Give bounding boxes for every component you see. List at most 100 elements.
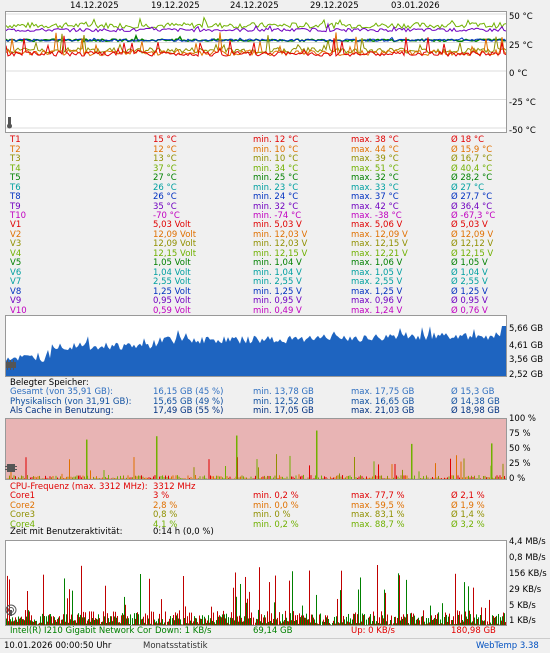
cpu-bar xyxy=(76,475,78,479)
net-up-bar xyxy=(233,587,234,625)
net-down-bar xyxy=(400,620,401,625)
temp-row-max: max. 44 °C xyxy=(351,144,399,155)
cpu-bar xyxy=(280,476,282,479)
date-label: 03.01.2026 xyxy=(391,1,440,11)
net-up-bar xyxy=(451,620,452,625)
temp-row-avg: Ø 28,2 °C xyxy=(451,173,493,183)
net-up-bar xyxy=(429,622,430,625)
cpu-bar xyxy=(387,475,388,479)
cpu-bar xyxy=(102,477,103,479)
temp-row-avg: Ø 36,4 °C xyxy=(451,201,493,212)
net-down-bar xyxy=(284,619,285,625)
net-down-bar xyxy=(496,615,497,625)
net-up-bar xyxy=(315,622,316,625)
cpu-bar xyxy=(244,477,246,479)
cpu-bar xyxy=(262,476,264,479)
net-down-bar xyxy=(222,614,223,625)
net-up-bar xyxy=(259,567,260,625)
net-up-bar xyxy=(305,617,306,625)
net-down-bar xyxy=(106,622,107,625)
net-up-bar xyxy=(269,582,270,625)
cpu-bar xyxy=(430,477,432,479)
net-down-bar xyxy=(98,614,99,625)
net-up-bar xyxy=(151,611,152,625)
cpu-bar xyxy=(505,477,506,479)
temp-row-val: 27 °C xyxy=(153,173,177,183)
cpu-core-row-name: Core2 xyxy=(10,500,36,511)
net-down-bar xyxy=(238,621,239,625)
net-up-bar xyxy=(155,622,156,625)
net-up-bar xyxy=(59,616,60,625)
net-down-bar xyxy=(110,616,111,625)
net-down-bar xyxy=(352,619,353,625)
date-label: 19.12.2025 xyxy=(151,1,200,11)
net-down-bar xyxy=(340,590,341,625)
net-down-bar xyxy=(302,605,303,625)
cpu-core-row-val: 4,1 % xyxy=(153,519,178,530)
cpu-bar xyxy=(459,477,460,479)
cpu-bar xyxy=(486,477,487,479)
temp-row-max: max. 51 °C xyxy=(351,163,399,174)
net-down-bar xyxy=(350,618,351,625)
net-up-bar xyxy=(483,621,484,625)
temp-row-max: max. -38 °C xyxy=(351,211,402,221)
cpu-bar xyxy=(502,463,504,479)
cpu-core-row-val: 3 % xyxy=(153,491,170,501)
net-up-bar xyxy=(97,619,98,625)
net-down-bar xyxy=(478,617,479,625)
cpu-bar xyxy=(348,475,349,479)
footer-app-name[interactable]: WebTemp 3.38 xyxy=(476,641,539,651)
net-down-bar xyxy=(76,622,77,625)
cpu-bar xyxy=(127,475,129,479)
net-down-bar xyxy=(372,621,373,625)
net-down-bar xyxy=(236,596,237,625)
cpu-bar xyxy=(447,477,448,479)
footer-mode: Monatsstatistik xyxy=(143,641,208,651)
net-up-bar xyxy=(333,620,334,625)
net-up-bar xyxy=(31,615,32,625)
net-up-bar xyxy=(81,565,82,625)
net-up-bar xyxy=(293,611,294,625)
network-down-total: 69,14 GB xyxy=(253,626,293,636)
net-down-bar xyxy=(230,617,231,625)
network-icon xyxy=(5,604,17,616)
net-down-bar xyxy=(370,614,371,625)
net-up-bar xyxy=(193,621,194,625)
net-down-bar xyxy=(470,614,471,625)
memory-row-val: 15,65 GB (49 %) xyxy=(153,396,224,407)
cpu-bar xyxy=(228,477,229,479)
net-down-bar xyxy=(220,616,221,625)
cpu-bar xyxy=(121,478,123,479)
cpu-bar xyxy=(322,477,324,479)
cpu-bar xyxy=(354,457,355,479)
cpu-bar xyxy=(342,475,343,479)
net-up-bar xyxy=(205,618,206,625)
cpu-axis-label: 75 % xyxy=(509,429,531,439)
net-down-bar xyxy=(34,619,35,625)
net-up-bar xyxy=(139,624,140,625)
net-up-bar xyxy=(107,613,108,625)
net-up-bar xyxy=(23,619,24,625)
net-up-bar xyxy=(357,614,358,625)
volt-row-min: min. 12,03 V xyxy=(253,239,308,249)
cpu-bar xyxy=(261,477,262,479)
net-up-bar xyxy=(101,622,102,625)
net-up-bar xyxy=(419,620,420,625)
cpu-bar xyxy=(381,475,382,479)
net-down-bar xyxy=(198,623,199,625)
volt-row-name: V4 xyxy=(10,248,22,259)
cpu-bar xyxy=(448,476,450,479)
cpu-bar xyxy=(19,478,21,479)
cpu-bar xyxy=(195,475,196,479)
net-down-bar xyxy=(186,623,187,625)
net-down-bar xyxy=(218,616,219,625)
net-up-bar xyxy=(373,611,374,625)
net-down-bar xyxy=(364,614,365,625)
net-up-bar xyxy=(109,622,110,625)
cpu-bar xyxy=(259,478,261,479)
net-up-bar xyxy=(231,612,232,625)
cpu-bar xyxy=(246,477,247,479)
cpu-bar xyxy=(393,477,394,479)
net-up-bar xyxy=(85,612,86,625)
volt-row-avg: Ø 1,05 V xyxy=(451,258,488,268)
